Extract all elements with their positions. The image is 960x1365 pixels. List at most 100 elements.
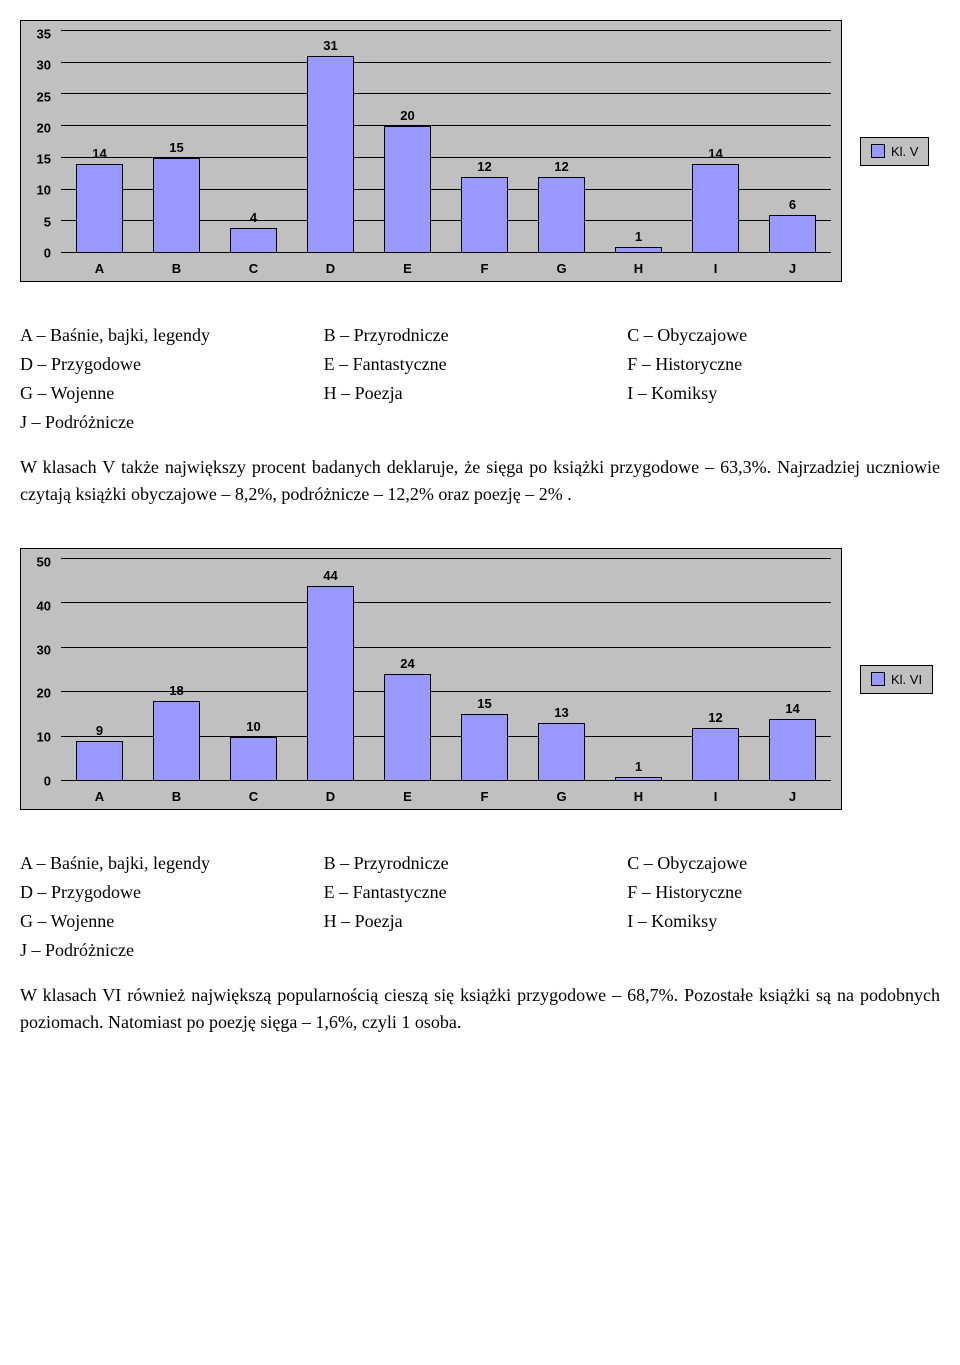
bar-slot: 24 xyxy=(369,559,446,781)
bar-slot: 9 xyxy=(61,559,138,781)
bar xyxy=(307,586,353,781)
bar-slot: 20 xyxy=(369,31,446,253)
bar-slot: 1 xyxy=(600,31,677,253)
chart-2: 50403020100918104424151311214ABCDEFGHIJ xyxy=(20,548,842,810)
bar xyxy=(384,674,430,781)
legend-cell: B – Przyrodnicze xyxy=(324,850,628,877)
legend-cell: H – Poezja xyxy=(324,908,628,935)
bar-slot: 15 xyxy=(138,31,215,253)
x-tick: H xyxy=(600,257,677,281)
x-tick: F xyxy=(446,257,523,281)
category-legend-1: A – Baśnie, bajki, legendyB – Przyrodnic… xyxy=(20,322,940,436)
bar-value-label: 6 xyxy=(789,197,796,212)
legend-cell: E – Fantastyczne xyxy=(324,879,628,906)
bar xyxy=(384,126,430,253)
y-tick: 35 xyxy=(21,28,57,41)
bar-slot: 14 xyxy=(61,31,138,253)
legend-cell: C – Obyczajowe xyxy=(627,322,931,349)
legend-cell: G – Wojenne xyxy=(20,380,324,407)
bar-slot: 12 xyxy=(446,31,523,253)
x-tick: D xyxy=(292,257,369,281)
x-tick: D xyxy=(292,785,369,809)
bar-slot: 6 xyxy=(754,31,831,253)
legend-cell: C – Obyczajowe xyxy=(627,850,931,877)
legend-cell: J – Podróżnicze xyxy=(20,937,324,964)
bar-value-label: 15 xyxy=(477,696,491,711)
bar-slot: 12 xyxy=(523,31,600,253)
x-tick: E xyxy=(369,785,446,809)
x-tick: J xyxy=(754,257,831,281)
x-tick: G xyxy=(523,785,600,809)
paragraph-2: W klasach VI również największą popularn… xyxy=(20,982,940,1036)
legend-cell: D – Przygodowe xyxy=(20,879,324,906)
bar-value-label: 13 xyxy=(554,705,568,720)
bar xyxy=(153,701,199,781)
legend-cell: H – Poezja xyxy=(324,380,628,407)
bar xyxy=(76,741,122,781)
legend-cell xyxy=(627,409,931,436)
bar-value-label: 12 xyxy=(477,159,491,174)
chart-1-wrap: 3530252015105014154312012121146ABCDEFGHI… xyxy=(20,20,940,282)
bar-slot: 14 xyxy=(754,559,831,781)
x-tick: G xyxy=(523,257,600,281)
bar-slot: 1 xyxy=(600,559,677,781)
bar-slot: 14 xyxy=(677,31,754,253)
legend-row: G – WojenneH – PoezjaI – Komiksy xyxy=(20,908,940,935)
bar xyxy=(461,714,507,781)
legend-cell: I – Komiksy xyxy=(627,908,931,935)
chart-2-wrap: 50403020100918104424151311214ABCDEFGHIJ … xyxy=(20,548,940,810)
bar-value-label: 12 xyxy=(708,710,722,725)
x-tick: C xyxy=(215,785,292,809)
y-tick: 40 xyxy=(21,599,57,612)
bar xyxy=(615,777,661,781)
legend-label: Kl. V xyxy=(891,144,918,159)
y-tick: 10 xyxy=(21,184,57,197)
legend-row: G – WojenneH – PoezjaI – Komiksy xyxy=(20,380,940,407)
y-tick: 0 xyxy=(21,774,57,787)
bar-slot: 13 xyxy=(523,559,600,781)
legend-cell: B – Przyrodnicze xyxy=(324,322,628,349)
bar xyxy=(230,228,276,253)
chart-1: 3530252015105014154312012121146ABCDEFGHI… xyxy=(20,20,842,282)
bar xyxy=(153,158,199,253)
chart-2-legend: Kl. VI xyxy=(860,665,933,694)
legend-cell: D – Przygodowe xyxy=(20,351,324,378)
bar-value-label: 14 xyxy=(708,146,722,161)
bar xyxy=(769,719,815,781)
legend-swatch-icon xyxy=(871,672,885,686)
bar-value-label: 1 xyxy=(635,759,642,774)
bar-value-label: 44 xyxy=(323,568,337,583)
bar-value-label: 20 xyxy=(400,108,414,123)
y-tick: 25 xyxy=(21,90,57,103)
legend-cell: F – Historyczne xyxy=(627,351,931,378)
bar-value-label: 15 xyxy=(169,140,183,155)
bar-value-label: 1 xyxy=(635,229,642,244)
legend-cell: A – Baśnie, bajki, legendy xyxy=(20,850,324,877)
x-tick: B xyxy=(138,257,215,281)
legend-cell: E – Fantastyczne xyxy=(324,351,628,378)
legend-cell xyxy=(627,937,931,964)
bar-value-label: 24 xyxy=(400,656,414,671)
y-tick: 20 xyxy=(21,687,57,700)
bar xyxy=(615,247,661,253)
x-tick: A xyxy=(61,257,138,281)
legend-row: J – Podróżnicze xyxy=(20,409,940,436)
bar xyxy=(538,177,584,253)
legend-cell xyxy=(324,937,628,964)
x-tick: B xyxy=(138,785,215,809)
bar-value-label: 9 xyxy=(96,723,103,738)
bar xyxy=(76,164,122,253)
bar-slot: 12 xyxy=(677,559,754,781)
y-tick: 10 xyxy=(21,731,57,744)
bar-value-label: 14 xyxy=(92,146,106,161)
bar-slot: 15 xyxy=(446,559,523,781)
legend-cell: A – Baśnie, bajki, legendy xyxy=(20,322,324,349)
bar-slot: 44 xyxy=(292,559,369,781)
legend-row: J – Podróżnicze xyxy=(20,937,940,964)
bar xyxy=(769,215,815,253)
x-tick: E xyxy=(369,257,446,281)
bar-slot: 10 xyxy=(215,559,292,781)
legend-cell: G – Wojenne xyxy=(20,908,324,935)
x-tick: H xyxy=(600,785,677,809)
x-tick: I xyxy=(677,785,754,809)
